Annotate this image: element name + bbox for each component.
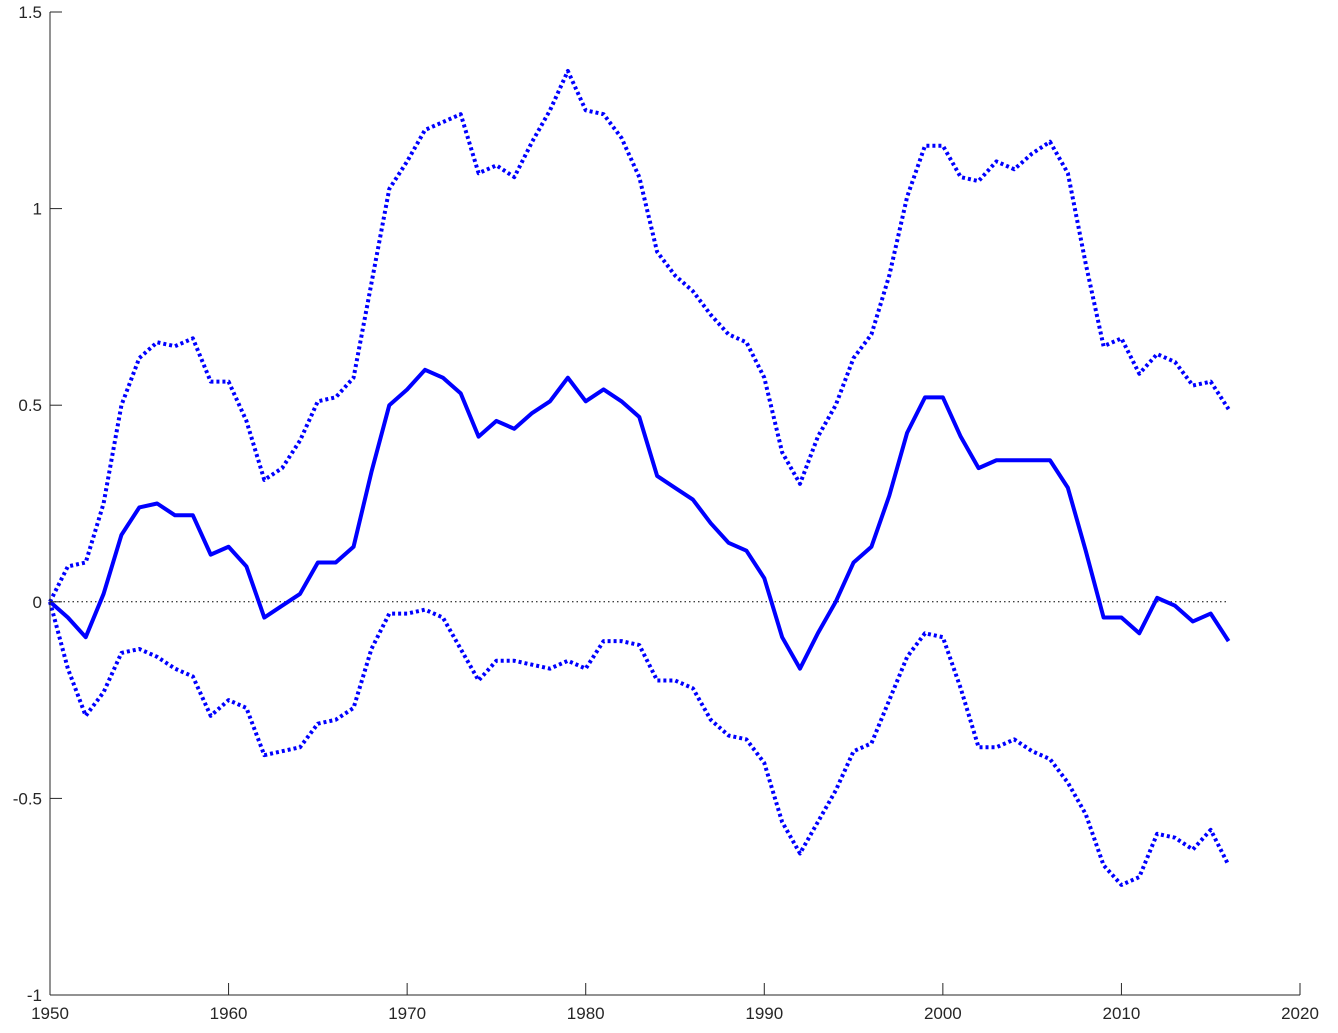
y-tick-label: 1.5 — [18, 3, 42, 22]
x-tick-label: 2010 — [1103, 1004, 1141, 1023]
x-tick-label: 1980 — [567, 1004, 605, 1023]
y-tick-label: -1 — [27, 986, 42, 1005]
upper-bound-line — [48, 68, 1231, 603]
x-tick-label: 1950 — [31, 1004, 69, 1023]
y-tick-label: 0.5 — [18, 396, 42, 415]
y-tick-label: 0 — [33, 593, 42, 612]
axes: 1950 1960 1970 1980 1990 2000 2010 2020 -1 -0.5 0 0… — [13, 3, 1319, 1023]
series-layer — [48, 68, 1231, 887]
point-estimate-line — [48, 367, 1231, 671]
x-tick-label: 2020 — [1281, 1004, 1319, 1023]
x-tick-label: 1970 — [388, 1004, 426, 1023]
x-tick-label: 1990 — [745, 1004, 783, 1023]
x-tick-label: 2000 — [924, 1004, 962, 1023]
lower-bound-line — [48, 601, 1231, 887]
y-tick-label: -0.5 — [13, 789, 42, 808]
y-tick-label: 1 — [33, 200, 42, 219]
x-tick-label: 1960 — [210, 1004, 248, 1023]
